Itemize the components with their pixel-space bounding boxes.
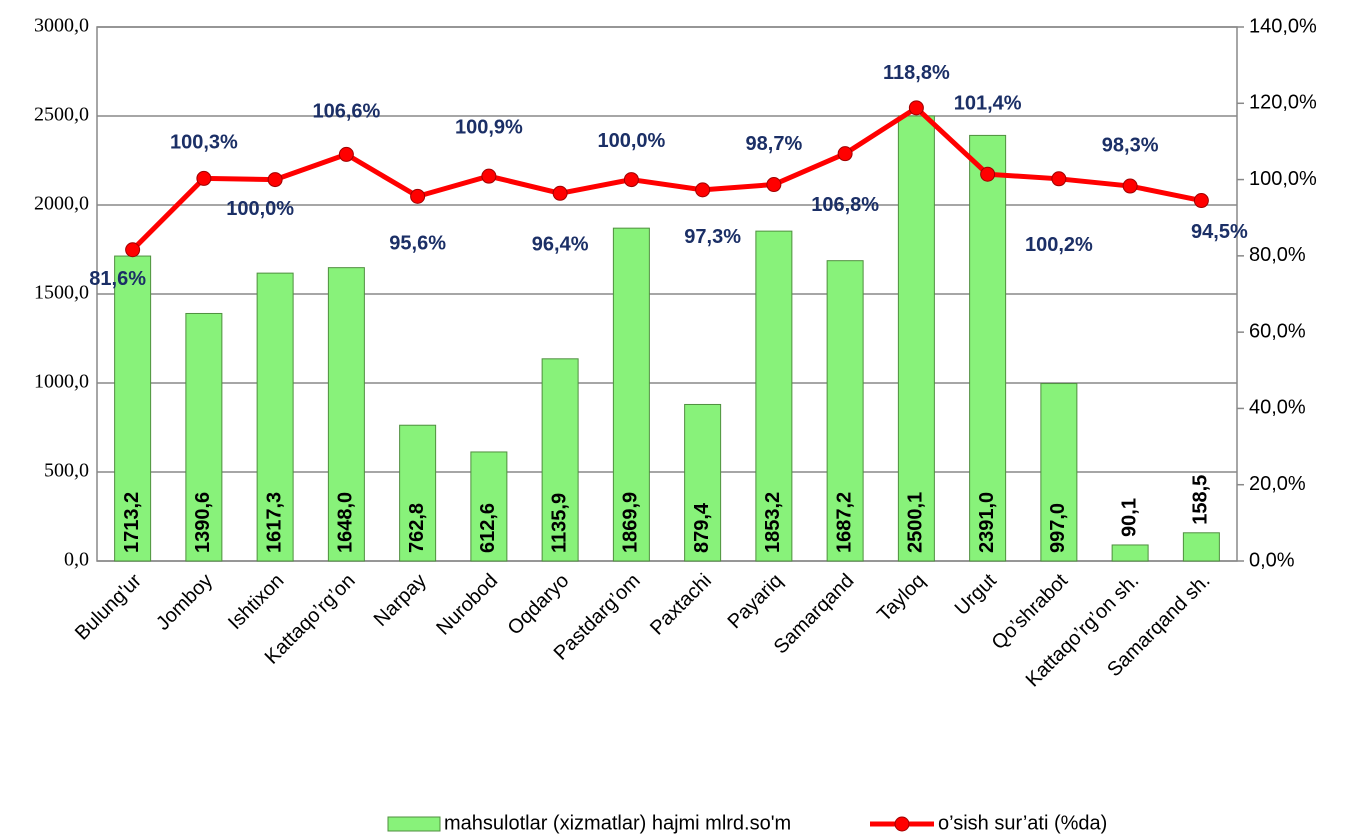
y-tick-label: 3000,0 bbox=[34, 15, 89, 37]
y-tick-label: 2000,0 bbox=[34, 193, 89, 215]
x-tick-label: Payariq bbox=[724, 570, 788, 634]
bar bbox=[256, 272, 294, 562]
legend-swatch bbox=[387, 816, 441, 832]
line-marker bbox=[623, 172, 639, 188]
line-value-label: 98,3% bbox=[1102, 134, 1159, 156]
y2-tick-label: 120,0% bbox=[1249, 92, 1317, 114]
x-tick-label: Urgut bbox=[951, 569, 1001, 619]
line-marker bbox=[125, 242, 141, 258]
bar bbox=[897, 115, 935, 562]
y2-tick-label: 20,0% bbox=[1249, 473, 1306, 495]
y-tick-label: 1500,0 bbox=[34, 282, 89, 304]
y-tick-label: 0,0 bbox=[64, 549, 89, 571]
y2-tick-label: 40,0% bbox=[1249, 397, 1306, 419]
bar-value-label: 2391,0 bbox=[976, 492, 998, 553]
bar bbox=[1040, 383, 1078, 562]
line-value-label: 81,6% bbox=[89, 268, 146, 290]
line-value-label: 95,6% bbox=[389, 233, 446, 255]
line-marker bbox=[980, 166, 996, 182]
bar-value-label: 90,1 bbox=[1118, 498, 1140, 537]
line-marker bbox=[410, 188, 426, 204]
bar bbox=[684, 403, 722, 562]
y2-tick-label: 100,0% bbox=[1249, 168, 1317, 190]
line-marker bbox=[1193, 193, 1209, 209]
legend-label: mahsulotlar (xizmatlar) hajmi mlrd.so'm bbox=[444, 812, 791, 834]
line-value-label: 98,7% bbox=[746, 133, 803, 155]
bar-value-label: 1687,2 bbox=[833, 492, 855, 553]
x-tick-label: Ishtixon bbox=[224, 570, 288, 634]
x-tick-label: Nurobod bbox=[432, 570, 502, 640]
line-value-label: 97,3% bbox=[684, 226, 741, 248]
line-marker bbox=[338, 146, 354, 162]
legend-label: o’sish sur’ati (%da) bbox=[938, 812, 1107, 834]
bar bbox=[755, 230, 793, 562]
x-tick-label: Narpay bbox=[370, 570, 431, 631]
line-value-label: 106,6% bbox=[312, 101, 380, 123]
y2-tick-label: 140,0% bbox=[1249, 15, 1317, 37]
line-marker bbox=[695, 182, 711, 198]
line-marker bbox=[1122, 178, 1138, 194]
x-tick-label: Bulung'ur bbox=[71, 569, 146, 644]
bar-value-label: 997,0 bbox=[1047, 503, 1069, 553]
bar bbox=[327, 267, 365, 562]
bar-value-label: 879,4 bbox=[691, 502, 713, 553]
line-value-label: 100,0% bbox=[226, 198, 294, 220]
bar-value-label: 158,5 bbox=[1190, 475, 1212, 525]
bar bbox=[1182, 532, 1220, 562]
x-tick-label: Paxtachi bbox=[646, 570, 716, 640]
line-marker bbox=[552, 185, 568, 201]
line-marker bbox=[267, 172, 283, 188]
line-value-label: 94,5% bbox=[1191, 221, 1248, 243]
line-value-label: 106,8% bbox=[811, 194, 879, 216]
bar-value-label: 2500,1 bbox=[905, 492, 927, 553]
bar-value-label: 1648,0 bbox=[335, 492, 357, 553]
line-marker bbox=[196, 170, 212, 186]
y2-tick-label: 60,0% bbox=[1249, 320, 1306, 342]
bar bbox=[114, 255, 152, 562]
line-marker bbox=[908, 100, 924, 116]
line-marker bbox=[1051, 171, 1067, 187]
bar bbox=[470, 451, 508, 562]
y2-tick-label: 80,0% bbox=[1249, 244, 1306, 266]
bar-value-label: 1853,2 bbox=[762, 492, 784, 553]
line-marker bbox=[481, 168, 497, 184]
bar bbox=[612, 227, 650, 562]
bar-value-label: 1617,3 bbox=[263, 492, 285, 553]
bar bbox=[969, 134, 1007, 562]
y-tick-label: 1000,0 bbox=[34, 371, 89, 393]
x-tick-label: Jomboy bbox=[152, 570, 217, 635]
y2-tick-label: 0,0% bbox=[1249, 549, 1295, 571]
bar bbox=[185, 312, 223, 562]
legend-marker bbox=[894, 816, 910, 832]
bar-value-label: 1135,9 bbox=[548, 493, 570, 553]
line-value-label: 100,2% bbox=[1025, 234, 1093, 256]
line bbox=[130, 104, 1202, 252]
line-value-label: 96,4% bbox=[532, 234, 589, 256]
y-tick-label: 500,0 bbox=[44, 460, 89, 482]
bar-value-label: 612,6 bbox=[477, 503, 499, 553]
bar-value-label: 1869,9 bbox=[620, 492, 642, 553]
bar bbox=[399, 424, 437, 562]
x-tick-label: Oqdaryo bbox=[504, 570, 574, 640]
line-value-label: 118,8% bbox=[883, 62, 950, 84]
line-value-label: 101,4% bbox=[954, 93, 1022, 115]
bar bbox=[1111, 544, 1149, 562]
line-marker bbox=[837, 146, 853, 162]
line-value-label: 100,0% bbox=[597, 130, 665, 152]
line-marker bbox=[766, 177, 782, 193]
line-value-label: 100,3% bbox=[170, 132, 238, 154]
bar bbox=[826, 260, 864, 562]
plot-border bbox=[96, 26, 1238, 562]
line-value-label: 100,9% bbox=[455, 116, 523, 138]
bar-value-label: 1713,2 bbox=[121, 492, 143, 553]
bar-value-label: 762,8 bbox=[406, 503, 428, 553]
x-tick-label: Tayloq bbox=[873, 570, 929, 626]
bar-value-label: 1390,6 bbox=[192, 492, 214, 553]
y-tick-label: 2500,0 bbox=[34, 104, 89, 126]
bar bbox=[541, 358, 579, 562]
